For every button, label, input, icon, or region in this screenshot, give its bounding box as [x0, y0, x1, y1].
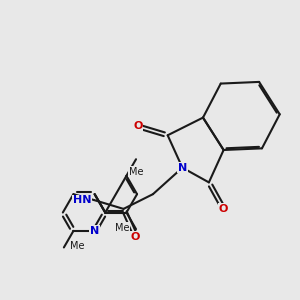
Text: HN: HN	[73, 195, 91, 205]
Text: O: O	[134, 122, 143, 131]
Text: Me: Me	[129, 167, 143, 177]
Text: N: N	[90, 226, 99, 236]
Text: Me: Me	[115, 223, 130, 232]
Text: N: N	[178, 163, 187, 173]
Text: O: O	[130, 232, 140, 242]
Text: Me: Me	[70, 241, 85, 251]
Text: O: O	[219, 204, 228, 214]
